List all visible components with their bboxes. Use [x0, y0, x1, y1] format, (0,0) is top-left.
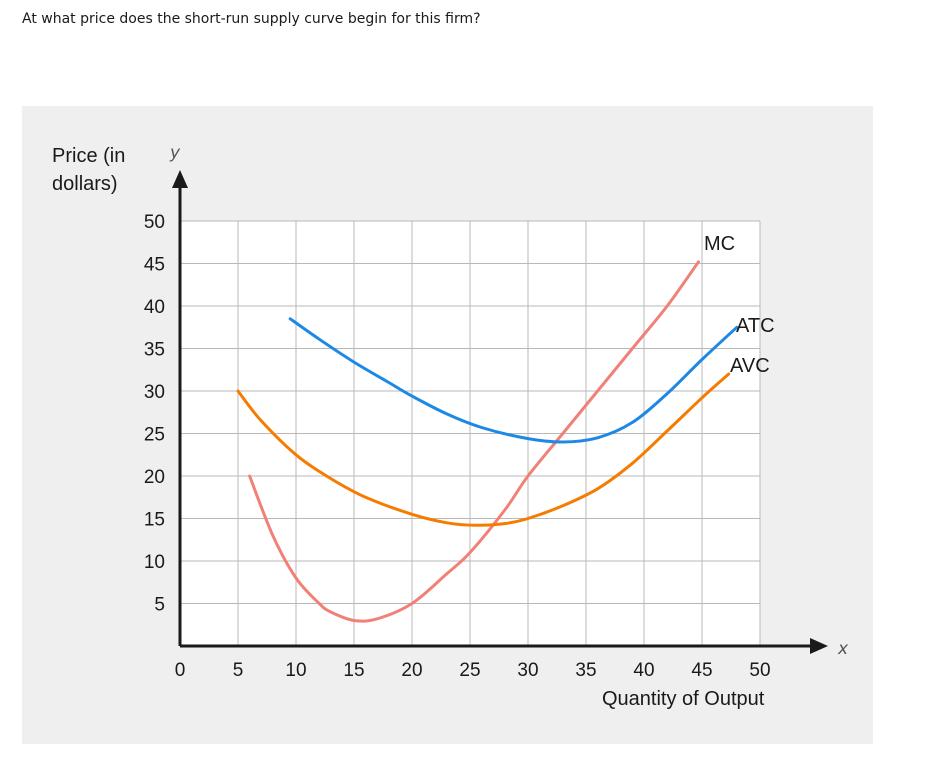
- x-tick-label: 5: [233, 660, 244, 681]
- x-axis-title: Quantity of Output: [602, 688, 765, 710]
- x-tick-label: 40: [633, 660, 654, 681]
- question-text: At what price does the short-run supply …: [22, 11, 481, 27]
- curve-mc: [248, 260, 700, 623]
- curve-avc: [236, 372, 731, 527]
- curve-atc: [288, 317, 739, 444]
- y-tick-label: 5: [154, 595, 165, 616]
- x-tick-label: 45: [691, 660, 712, 681]
- y-tick-label: 25: [144, 425, 165, 446]
- curve-label-atc: ATC: [736, 315, 775, 337]
- y-tick-label: 35: [144, 340, 165, 361]
- curve-label-mc: MC: [704, 233, 735, 255]
- curves: [236, 260, 739, 623]
- x-tick-labels: 0 5 10 15 20 25 30 35 40 45 50: [175, 660, 771, 681]
- x-tick-label: 35: [575, 660, 596, 681]
- y-tick-label: 50: [144, 212, 165, 233]
- y-axis-title-line-2: dollars): [52, 173, 118, 195]
- grid: [179, 220, 761, 647]
- chart-panel: Price (in dollars) y x Quantity of Outpu…: [22, 106, 873, 744]
- x-axis-arrow-icon: [810, 638, 828, 654]
- x-tick-label: 0: [175, 660, 186, 681]
- x-tick-label: 30: [517, 660, 538, 681]
- x-tick-label: 15: [343, 660, 364, 681]
- x-tick-label: 20: [401, 660, 422, 681]
- x-tick-label: 25: [459, 660, 480, 681]
- x-tick-label: 10: [285, 660, 306, 681]
- curve-label-avc: AVC: [730, 355, 770, 377]
- y-tick-labels: 50 45 40 35 30 25 20 15 10 5: [144, 212, 165, 616]
- y-tick-label: 20: [144, 467, 165, 488]
- y-axis-title-line-1: Price (in: [52, 145, 125, 167]
- curve-labels: MC ATC AVC: [704, 233, 775, 377]
- y-axis-letter: y: [169, 143, 181, 163]
- axes: [172, 170, 828, 654]
- x-tick-label: 50: [749, 660, 770, 681]
- y-axis-arrow-icon: [172, 170, 188, 188]
- y-tick-label: 10: [144, 552, 165, 573]
- y-tick-label: 45: [144, 255, 165, 276]
- cost-curves-chart: Price (in dollars) y x Quantity of Outpu…: [52, 143, 849, 710]
- y-tick-label: 40: [144, 297, 165, 318]
- x-axis-letter: x: [837, 639, 849, 659]
- y-tick-label: 15: [144, 510, 165, 531]
- y-tick-label: 30: [144, 382, 165, 403]
